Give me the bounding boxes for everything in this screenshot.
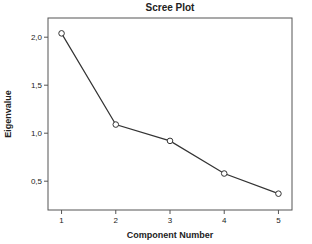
x-tick-label: 1 — [59, 216, 64, 225]
series — [59, 31, 281, 197]
chart: Scree Plot 0,5 1,0 1,5 2,0 1 2 3 4 5 Component Num… — [0, 0, 312, 244]
y-tick — [44, 133, 48, 134]
y-tick — [44, 181, 48, 182]
y-tick-label: 1,5 — [31, 81, 43, 90]
y-tick-label: 1,0 — [31, 129, 43, 138]
point — [167, 138, 173, 144]
x-tick — [224, 210, 225, 214]
x-tick-label: 2 — [114, 216, 119, 225]
y-tick — [44, 85, 48, 86]
point — [59, 31, 65, 37]
title: Scree Plot — [146, 2, 196, 13]
x-tick — [170, 210, 171, 214]
y-tick-label: 2,0 — [31, 33, 43, 42]
x-tick — [278, 210, 279, 214]
point — [113, 122, 119, 128]
x-tick-label: 3 — [168, 216, 173, 225]
x-tick — [61, 210, 62, 214]
x-tick-label: 4 — [222, 216, 227, 225]
y-axis-label: Eigenvalue — [3, 90, 13, 138]
point — [276, 191, 282, 197]
x-axis-label: Component Number — [127, 230, 214, 240]
line — [62, 33, 279, 193]
plot-frame — [48, 18, 292, 210]
y-tick — [44, 37, 48, 38]
y-tick-label: 0,5 — [31, 177, 43, 186]
x-tick — [115, 210, 116, 214]
point — [221, 171, 227, 177]
x-tick-label: 5 — [276, 216, 281, 225]
